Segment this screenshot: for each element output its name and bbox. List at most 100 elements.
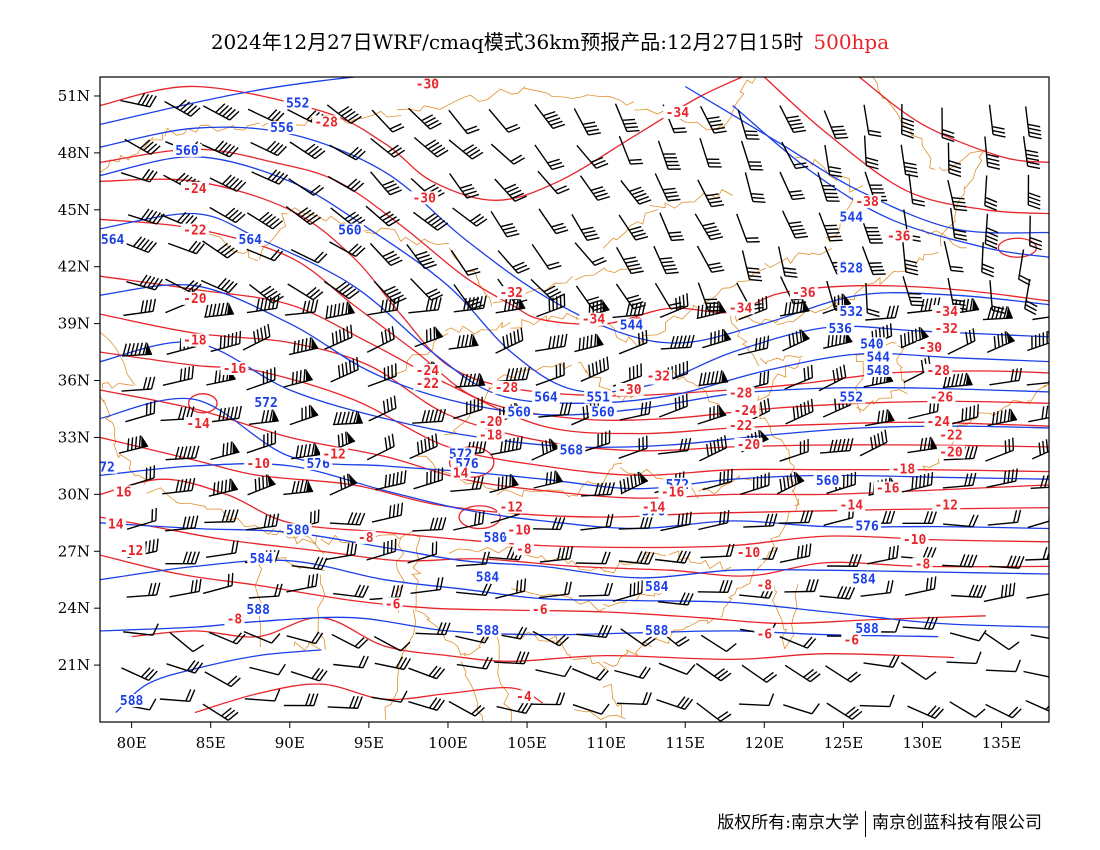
wind-barb bbox=[819, 585, 856, 600]
height-label-bg bbox=[813, 473, 842, 487]
wind-barb bbox=[204, 302, 235, 318]
wind-barb bbox=[367, 297, 400, 316]
height-label-bg bbox=[172, 143, 201, 157]
height-label: 588 bbox=[476, 624, 500, 639]
height-label-bg bbox=[853, 519, 882, 533]
wind-barb bbox=[494, 178, 527, 202]
height-label: 584 bbox=[852, 573, 876, 588]
wind-barb bbox=[412, 211, 449, 231]
wind-barb bbox=[1024, 278, 1038, 316]
border-line bbox=[757, 358, 801, 402]
temperature-label-bg bbox=[726, 386, 755, 400]
temperature-label-bg bbox=[889, 462, 918, 476]
y-tick-label: 24N bbox=[58, 599, 90, 617]
height-label-bg bbox=[283, 96, 312, 110]
wind-barb bbox=[371, 690, 408, 703]
temperature-label: -8 bbox=[358, 531, 374, 546]
height-label: 568 bbox=[560, 444, 584, 459]
wind-barb bbox=[981, 242, 995, 278]
wind-barb bbox=[700, 543, 735, 559]
wind-barb bbox=[169, 578, 202, 598]
temperature-label: -28 bbox=[729, 387, 753, 402]
wind-barb bbox=[407, 541, 438, 564]
wind-barb bbox=[817, 172, 840, 202]
wind-barb bbox=[329, 512, 366, 526]
wind-barb bbox=[202, 103, 240, 121]
height-label: 552 bbox=[840, 391, 863, 406]
wind-barb bbox=[532, 630, 570, 647]
wind-barb bbox=[983, 632, 1020, 651]
temperature-label-bg bbox=[853, 195, 882, 209]
wind-barb bbox=[740, 472, 770, 495]
title-main: 2024年12月27日WRF/cmaq模式36km预报产品:12月27日15时 bbox=[210, 30, 804, 54]
wind-barb bbox=[572, 668, 609, 681]
border-line bbox=[444, 321, 511, 335]
temperature-label: -32 bbox=[934, 322, 957, 337]
temperature-label-bg bbox=[754, 627, 775, 641]
wind-barb bbox=[120, 168, 158, 183]
height-label: 564 bbox=[101, 233, 125, 248]
footer-credit: 版权所有:南京大学 南京创蓝科技有限公司 bbox=[717, 808, 1042, 837]
wind-barb bbox=[943, 241, 964, 273]
temperature-label: -12 bbox=[120, 544, 143, 559]
height-label: 544 bbox=[840, 210, 864, 225]
height-label-bg bbox=[864, 363, 893, 377]
wind-barb bbox=[242, 323, 271, 351]
height-label: 588 bbox=[645, 624, 669, 639]
wind-barb bbox=[618, 435, 648, 459]
temperature-label-bg bbox=[513, 542, 534, 556]
wind-barb bbox=[784, 579, 819, 593]
wind-barb bbox=[408, 697, 445, 711]
border-line bbox=[577, 361, 621, 399]
wind-barb bbox=[246, 248, 284, 262]
temperature-label-bg bbox=[754, 578, 775, 592]
temperature-label: -10 bbox=[246, 457, 270, 472]
wind-barb bbox=[620, 179, 652, 205]
wind-barb bbox=[1017, 249, 1031, 286]
height-label-bg bbox=[335, 223, 364, 237]
wind-barb bbox=[660, 334, 695, 350]
wind-barb bbox=[1026, 592, 1049, 599]
wind-barb bbox=[696, 245, 725, 273]
wind-barb bbox=[538, 208, 569, 235]
height-label-bg bbox=[236, 233, 265, 247]
wind-barb bbox=[370, 171, 403, 196]
wind-barb bbox=[490, 211, 520, 238]
border-line bbox=[510, 312, 578, 329]
wind-barb bbox=[738, 693, 775, 707]
temperature-label: -14 bbox=[840, 499, 864, 514]
wind-barb bbox=[614, 103, 640, 133]
temperature-label-bg bbox=[924, 415, 953, 429]
temperature-label-bg bbox=[320, 447, 349, 461]
temperature-label-bg bbox=[513, 690, 534, 704]
wind-barb bbox=[283, 368, 313, 388]
wind-barb bbox=[329, 473, 358, 496]
wind-barb bbox=[655, 550, 691, 564]
wind-barb bbox=[575, 551, 611, 565]
wind-barb bbox=[332, 410, 363, 426]
wind-barb bbox=[531, 244, 562, 270]
footer-left: 版权所有:南京大学 bbox=[717, 813, 859, 833]
temperature-label: -30 bbox=[919, 341, 943, 356]
wind-barb bbox=[496, 366, 531, 383]
height-label-bg bbox=[117, 694, 146, 708]
temperature-label: -24 bbox=[183, 182, 207, 197]
wind-barb bbox=[1030, 474, 1049, 489]
wind-barb bbox=[326, 104, 362, 124]
temperature-label: -10 bbox=[737, 546, 761, 561]
wind-barb bbox=[415, 622, 451, 636]
border-line bbox=[574, 709, 626, 720]
wind-barb bbox=[942, 372, 973, 389]
wind-barb bbox=[495, 296, 526, 314]
temperature-label: -6 bbox=[532, 603, 548, 618]
height-label-bg bbox=[853, 621, 882, 635]
wind-barb bbox=[371, 502, 404, 523]
height-contour bbox=[115, 649, 322, 713]
height-label: 560 bbox=[591, 406, 615, 421]
wind-barb bbox=[1031, 439, 1049, 460]
wind-barb bbox=[859, 429, 888, 457]
wind-barb bbox=[162, 477, 196, 495]
wind-barb bbox=[164, 99, 201, 117]
